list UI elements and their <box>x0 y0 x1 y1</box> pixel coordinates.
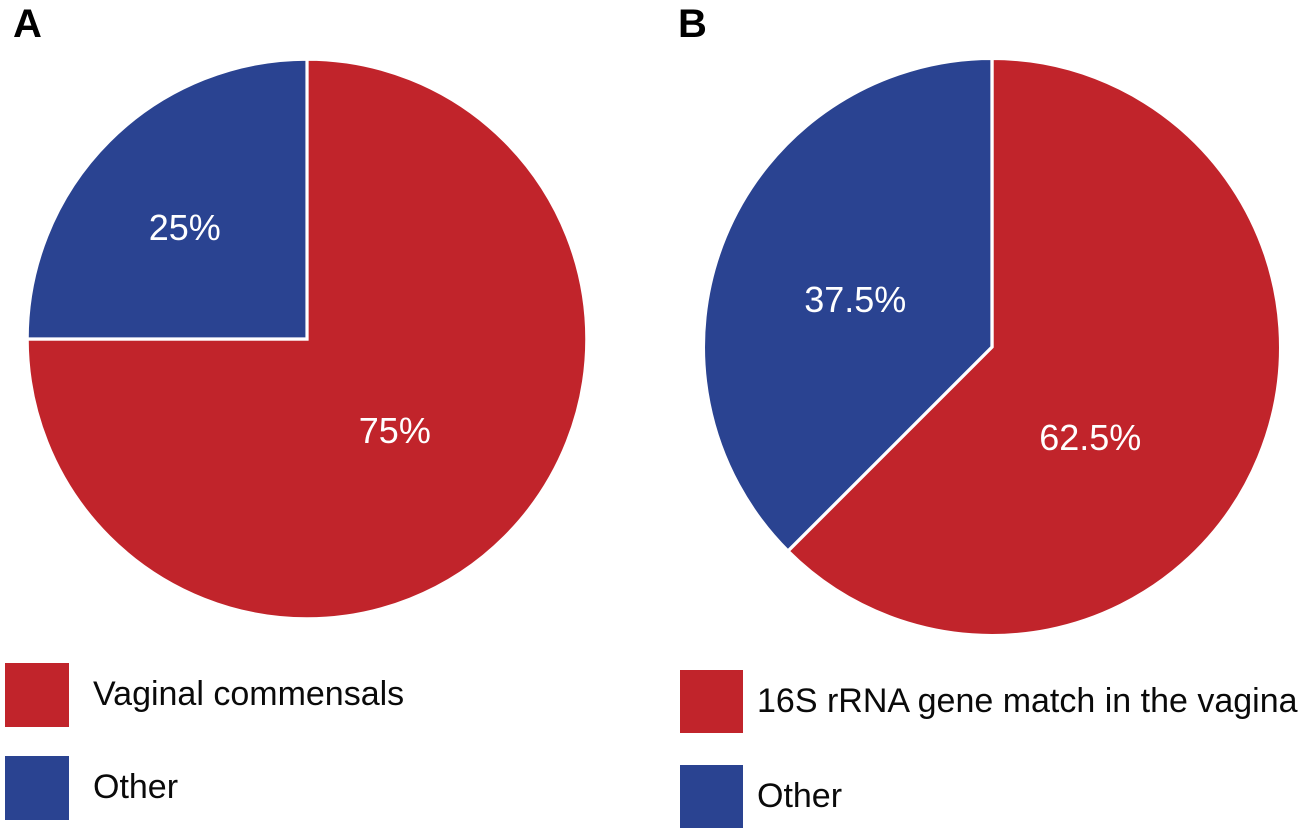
legend-swatch-blue <box>5 756 69 820</box>
legend-b: 16S rRNA gene match in the vagina Other <box>680 670 1298 828</box>
pie-slice-75 <box>25 57 589 621</box>
pie-slice-25 <box>25 57 309 341</box>
panel-b-letter: B <box>678 2 707 46</box>
legend-item: Other <box>5 756 404 820</box>
legend-item: 16S rRNA gene match in the vagina <box>680 670 1298 733</box>
slice-value-label: 75% <box>358 409 431 451</box>
legend-swatch-blue <box>680 765 743 828</box>
pie-chart-a: 75% 25% <box>20 52 594 626</box>
legend-swatch-red <box>5 663 69 727</box>
legend-label: Other <box>757 776 843 815</box>
slice-value-label: 37.5% <box>804 279 907 321</box>
pie-svg <box>701 56 1283 638</box>
pie-chart-b: 62.5% 37.5% <box>696 51 1288 643</box>
pie-slice-625 <box>785 56 1283 638</box>
legend-swatch-red <box>680 670 743 733</box>
legend-label: Vaginal commensals <box>93 675 405 714</box>
panel-a-letter: A <box>13 2 42 46</box>
legend-item: Vaginal commensals <box>5 663 404 727</box>
legend-label: 16S rRNA gene match in the vagina <box>757 681 1298 720</box>
slice-value-label: 25% <box>148 207 221 249</box>
slice-value-label: 62.5% <box>1039 417 1142 459</box>
pie-svg <box>25 57 589 621</box>
legend-item: Other <box>680 765 1298 828</box>
pie-slice-375 <box>701 56 994 554</box>
legend-a: Vaginal commensals Other <box>5 663 404 820</box>
legend-label: Other <box>93 768 179 807</box>
